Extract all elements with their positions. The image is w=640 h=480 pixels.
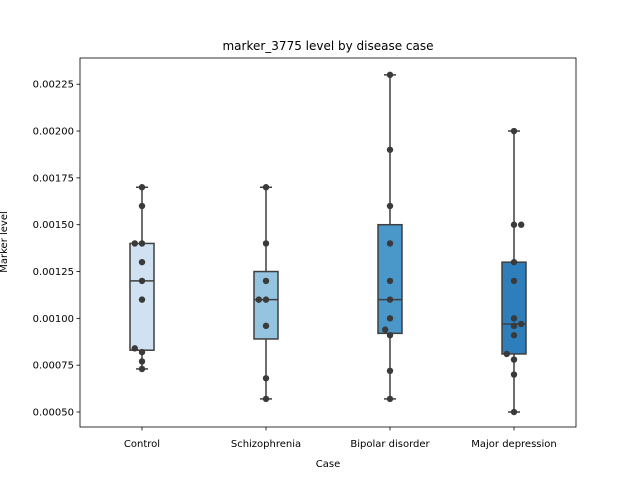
x-tick-label: Control (124, 439, 160, 450)
data-point (386, 332, 394, 339)
data-point (131, 345, 138, 352)
data-point (386, 315, 394, 322)
data-point (386, 367, 394, 375)
data-point (138, 358, 146, 365)
data-point (386, 146, 394, 153)
data-point (386, 296, 394, 303)
data-point (138, 184, 146, 191)
data-point (510, 371, 518, 378)
x-tick-label: Bipolar disorder (350, 439, 430, 450)
data-point (262, 240, 270, 247)
plot-area (79, 57, 577, 428)
data-point (138, 365, 146, 373)
x-axis-label: Case (316, 459, 340, 470)
data-point (510, 332, 518, 339)
data-point (138, 277, 146, 285)
data-point (262, 375, 270, 382)
x-axis: Control Schizophrenia Bipolar disorder Majo… (124, 427, 557, 450)
data-point (518, 320, 525, 328)
y-tick-label: 0.00050 (33, 408, 74, 419)
x-tick-label: Major depression (471, 439, 557, 450)
data-point (510, 322, 518, 330)
data-point (386, 240, 394, 247)
x-tick-label: Schizophrenia (231, 439, 301, 450)
data-point (131, 240, 138, 247)
data-point (138, 348, 146, 356)
data-point (138, 296, 146, 303)
data-point (510, 315, 518, 322)
data-point (386, 202, 394, 210)
data-point (518, 221, 525, 228)
data-point (386, 277, 394, 285)
axes-frame (79, 57, 577, 428)
y-tick-label: 0.00200 (33, 127, 74, 138)
data-point (262, 184, 270, 191)
y-axis-label: Marker level (0, 211, 10, 273)
y-axis: 0.00050 0.00075 0.00100 0.00125 0.00150 0.001… (33, 80, 80, 419)
box-4 (501, 130, 527, 413)
y-tick-label: 0.00125 (33, 267, 74, 278)
y-tick-label: 0.00075 (33, 361, 74, 372)
data-points (131, 71, 525, 416)
y-tick-label: 0.00175 (33, 173, 74, 184)
data-point (262, 296, 270, 303)
data-point (386, 71, 394, 79)
data-point (510, 258, 518, 266)
data-point (510, 277, 518, 285)
data-point (510, 356, 518, 363)
y-tick-label: 0.00100 (33, 314, 74, 325)
y-tick-label: 0.00225 (33, 80, 74, 91)
data-point (510, 127, 518, 135)
data-point (138, 202, 146, 210)
data-point (510, 408, 518, 416)
chart-title: marker_3775 level by disease case (222, 39, 433, 53)
data-point (138, 240, 146, 247)
box-body (501, 261, 527, 355)
data-point (262, 322, 270, 330)
data-point (510, 221, 518, 228)
data-point (386, 395, 394, 403)
data-point (255, 296, 262, 303)
data-point (382, 326, 389, 333)
data-point (138, 258, 146, 266)
data-point (262, 395, 270, 403)
data-point (262, 277, 270, 285)
data-point (503, 350, 510, 358)
y-tick-label: 0.00150 (33, 220, 74, 231)
